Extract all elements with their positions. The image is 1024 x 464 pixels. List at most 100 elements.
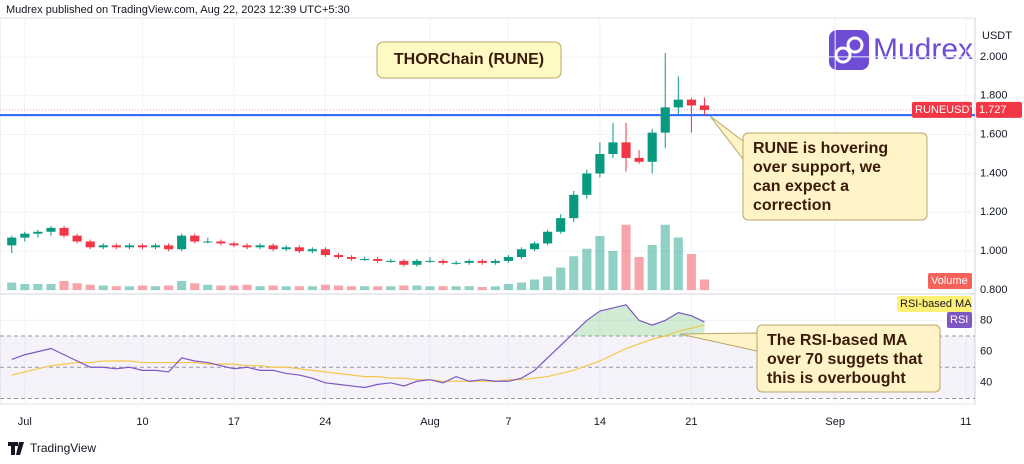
candle-body	[229, 243, 239, 246]
volume-bar	[137, 285, 148, 290]
volume-bar	[333, 285, 344, 290]
volume-bar	[634, 257, 644, 290]
candle-body	[686, 99, 696, 106]
annotation-text: this is overbought	[767, 370, 906, 387]
logo-ring	[846, 36, 864, 54]
volume-bar	[373, 286, 383, 290]
y-tick-label: 1.400	[980, 167, 1008, 179]
volume-bar	[386, 286, 396, 290]
volume-bar	[98, 285, 108, 290]
volume-bar	[124, 286, 134, 290]
candle-body	[699, 105, 710, 110]
volume-bar	[686, 254, 696, 290]
candle-body	[111, 245, 121, 248]
candle-body	[503, 257, 513, 261]
logo-text: Mudrex	[873, 33, 973, 66]
volume-bar	[490, 286, 500, 290]
volume-bar	[85, 284, 95, 290]
candle-body	[360, 258, 370, 260]
logo: Mudrex	[829, 30, 973, 70]
candle-body	[569, 194, 579, 219]
annotation-text: over 70 suggets that	[767, 351, 923, 368]
volume-bar	[150, 286, 161, 290]
volume-bar	[647, 245, 657, 290]
candle-body	[137, 245, 148, 248]
rsi-label: RSI	[950, 314, 968, 326]
volume-bar	[164, 285, 174, 290]
title-box	[376, 41, 562, 79]
volume-bar	[111, 286, 121, 290]
volume-bar	[242, 284, 252, 290]
x-tick-label: 10	[136, 416, 148, 428]
volume-bar	[307, 286, 317, 290]
candle-body	[438, 260, 448, 263]
volume-bar	[399, 285, 409, 290]
x-tick-label: Aug	[420, 416, 440, 428]
y-tick-label: 1.800	[980, 90, 1008, 102]
candle-body	[59, 227, 69, 236]
candle-body	[477, 260, 487, 263]
logo-ring	[834, 46, 852, 64]
x-tick-label: Jul	[18, 416, 32, 428]
volume-bar	[438, 286, 448, 290]
volume-bar	[451, 286, 461, 290]
rsi-line	[11, 304, 705, 389]
annotation-text: over support, we	[753, 159, 881, 176]
y-tick-label: 2.000	[980, 51, 1008, 63]
rsi-ma-label: RSI-based MA	[900, 298, 972, 310]
y-tick-label: 1.600	[980, 129, 1008, 141]
candle-body	[634, 157, 644, 162]
overbought-fill	[11, 304, 705, 337]
candle-body	[386, 260, 396, 262]
candle-body	[268, 245, 278, 250]
volume-bar	[33, 284, 43, 290]
volume-bar	[268, 285, 278, 290]
volume-bar	[281, 286, 291, 290]
candle-body	[164, 245, 174, 250]
volume-label: Volume	[931, 275, 968, 287]
volume-bar	[595, 236, 605, 290]
volume-bar	[425, 286, 435, 290]
candle-body	[412, 260, 422, 265]
volume-bar	[569, 256, 579, 290]
y-tick-label: 1.000	[980, 245, 1008, 257]
candle-body	[660, 107, 670, 133]
volume-bar	[203, 284, 213, 290]
candle-body	[216, 241, 226, 244]
volume-bar	[464, 286, 474, 290]
candle-body	[20, 233, 30, 238]
candle-body	[647, 132, 657, 162]
volume-bar	[516, 282, 527, 290]
candle-body	[347, 257, 357, 259]
annotation-text: can expect a	[753, 178, 849, 195]
header: Mudrex published on TradingView.com, Aug…	[6, 4, 350, 16]
volume-bar	[477, 287, 487, 290]
candle-body	[529, 243, 540, 250]
x-tick-label: 21	[685, 416, 697, 428]
currency-label: USDT	[982, 30, 1012, 42]
callout-box	[756, 324, 941, 393]
rsi-tick-label: 40	[980, 377, 992, 389]
volume-bar	[412, 285, 422, 290]
x-tick-label: Sep	[825, 416, 845, 428]
candle-body	[451, 262, 461, 264]
volume-bar	[59, 281, 69, 290]
candle-body	[33, 231, 43, 234]
symbol-label-bg	[912, 101, 972, 118]
candle-body	[399, 260, 409, 265]
x-tick-label: 7	[505, 416, 511, 428]
volume-bar	[320, 284, 331, 290]
footer-text: TradingView	[30, 441, 96, 455]
candle-body	[516, 249, 527, 258]
candle-body	[124, 245, 134, 248]
volume-bar	[529, 279, 540, 290]
candle-body	[608, 142, 618, 155]
candle-body	[255, 245, 265, 248]
candle-body	[673, 99, 683, 108]
candle-body	[242, 245, 252, 248]
volume-bar	[177, 281, 187, 290]
candle-body	[85, 241, 95, 248]
volume-bar	[20, 284, 30, 290]
candle-body	[556, 218, 566, 232]
candle-body	[72, 235, 82, 242]
